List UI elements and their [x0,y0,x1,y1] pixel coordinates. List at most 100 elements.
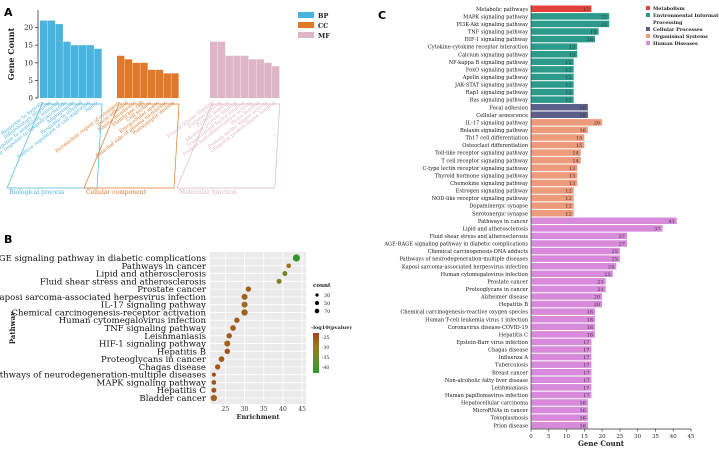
bar [531,353,592,361]
bar [40,20,48,99]
x-tick-label: 45 [298,406,306,413]
bar [531,255,620,262]
bar-value-label: 16 [580,105,586,111]
y-tick-label: Non-alcoholic fatty liver disease [445,378,528,384]
legend-label: BP [318,12,328,20]
y-tick-label: 5 [29,77,33,85]
bar-value-label: 21 [597,287,603,293]
bar [531,376,592,384]
data-point [241,293,248,300]
y-tick-label: Rap1 signaling pathway [466,90,528,96]
y-tick-label: AGE-RAGE signaling pathway in diabetic c… [383,242,528,248]
bar [531,368,592,376]
group-label: Molecular function [179,189,237,196]
y-tick-label: PI3K-Akt signaling pathway [457,22,529,28]
y-tick-label: HIF-1 signaling pathway [465,37,529,43]
y-tick-label: Toll-like receptor signaling pathway [435,151,528,157]
y-tick-label: Coronavirus disease-COVID-19 [448,325,528,331]
y-tick-label: Toxoplasmosis [491,416,529,422]
bar [225,55,233,98]
bar [531,96,574,103]
data-point [218,356,225,362]
y-tick-label: NOD-like receptor signaling pathway [432,196,529,202]
data-point [245,286,252,292]
y-tick-label: C-type lectin receptor signaling pathway [423,166,529,172]
bar-value-label: 13 [569,52,575,58]
data-point [211,380,217,385]
y-tick-label: Proteoglycans in cancer [466,287,529,293]
bar [531,315,595,323]
data-point [276,278,282,284]
bar [531,346,592,353]
bar [531,179,578,187]
bar-value-label: 27 [619,234,625,240]
bar [531,338,592,346]
y-axis-title: Gene Count [6,27,16,80]
bar-value-label: 16 [580,408,586,414]
bar-value-label: 18 [587,310,593,316]
bar [531,35,595,43]
bar [531,20,610,28]
y-tick-label: Chagas disease [139,363,206,373]
x-tick-label: 30 [634,434,641,440]
data-point [234,317,240,323]
bar [531,81,574,88]
bar [132,62,140,98]
data-point [241,301,248,308]
y-tick-label: Prion disease [493,423,528,429]
legend-label: CC [318,22,328,30]
bar [531,58,574,66]
bar [171,73,179,98]
bar-value-label: 27 [619,242,625,248]
y-tick-label: 15 [24,42,33,50]
bar-value-label: 16 [580,113,586,119]
bar [140,62,148,98]
bar [531,232,627,240]
bar-value-label: 19 [590,30,596,36]
bar [78,45,87,98]
bar-value-label: 18 [587,37,593,43]
bar-value-label: 22 [601,14,607,20]
x-tick-label: 15 [581,434,588,440]
y-tick-label: 10 [24,59,33,67]
bar-value-label: 12 [565,90,571,96]
y-tick-label: Fluid shear stress and atherosclerosis [430,234,529,240]
bar [531,300,603,308]
bar [531,103,588,111]
bar [531,134,585,141]
color-legend-title: -log10(pvalue) [311,324,352,331]
y-tick-label: Tuberculosis [495,363,528,369]
color-legend-label: -30 [322,345,329,351]
y-tick-label: Apelin signaling pathway [462,75,528,81]
bar-value-label: 13 [569,181,575,187]
bar [531,164,578,172]
y-tick-label: JAK-STAT signaling pathway [454,83,528,89]
y-tick-label: Ras signaling pathway [470,98,528,104]
y-tick-label: Metabolic pathways [476,7,528,13]
legend-swatch [646,6,650,10]
y-tick-label: IL-17 signaling pathway [466,120,528,126]
bar [531,361,592,368]
group-bracket [6,103,103,189]
bar-value-label: 17 [583,385,589,391]
y-tick-label: Osteoclast differentiation [462,143,528,149]
y-tick-label: Lipid and atherosclerosis [96,270,206,280]
x-axis-title: Enrichment [237,413,280,421]
bar [531,406,588,414]
size-legend-label: 70 [324,309,330,315]
bar [531,384,592,391]
legend-label: Environmental Information [653,13,719,19]
bar-value-label: 17 [583,7,589,13]
bar [148,69,156,98]
kegg-bubble-chart: 25 30 35 40 45 AGE-RAGE signaling pathway in … [0,252,352,421]
bar [117,55,125,98]
bar [531,111,588,119]
x-tick-label: 5 [547,434,551,440]
bar [531,141,585,149]
bar [86,45,94,98]
x-tick-label: 45 [688,434,695,440]
bar [248,59,257,98]
group-label: Cellular component [86,189,147,196]
bar-value-label: 18 [587,317,593,323]
